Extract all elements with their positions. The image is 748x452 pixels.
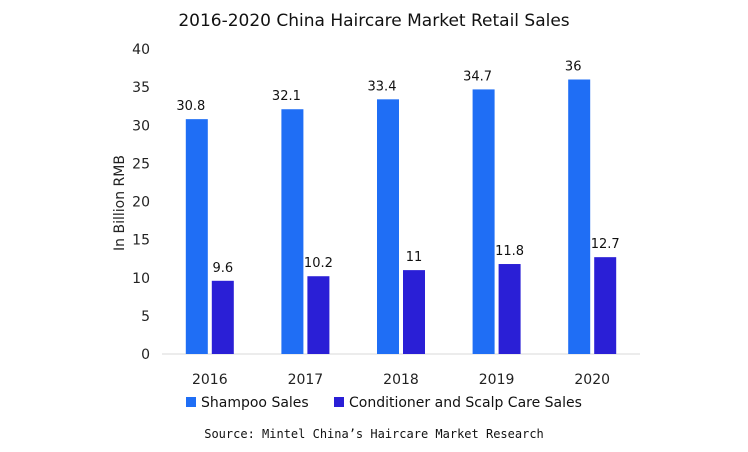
- bar-shampoo-2017: [281, 109, 304, 354]
- y-tick-label: 25: [132, 156, 150, 172]
- bar-conditioner-2016: [211, 280, 234, 354]
- legend-label-conditioner: Conditioner and Scalp Care Sales: [349, 395, 582, 411]
- data-label-conditioner-2018: 11: [406, 250, 423, 265]
- x-axis: 2016 2017 2018 2019 2020: [192, 372, 610, 388]
- bar-conditioner-2018: [403, 270, 425, 354]
- data-label-conditioner-2017: 10.2: [304, 256, 333, 271]
- data-label-shampoo-2019: 34.7: [463, 69, 492, 84]
- bar-conditioner-2019: [498, 264, 521, 354]
- y-tick-label: 10: [132, 271, 150, 287]
- y-tick-label: 0: [141, 347, 150, 363]
- legend: Shampoo Sales Conditioner and Scalp Care…: [186, 395, 582, 411]
- x-tick-label-2017: 2017: [288, 372, 324, 388]
- y-tick-label: 30: [132, 118, 150, 134]
- data-label-shampoo-2017: 32.1: [272, 89, 301, 104]
- source-note: Source: Mintel China’s Haircare Market R…: [204, 427, 544, 441]
- bar-conditioner-2017: [307, 276, 330, 354]
- y-tick-label: 5: [141, 309, 150, 325]
- x-tick-label-2019: 2019: [479, 372, 515, 388]
- y-axis: 0 5 10 15 20 25 30 35 40: [132, 42, 150, 363]
- data-label-conditioner-2019: 11.8: [495, 244, 524, 259]
- data-label-shampoo-2020: 36: [565, 60, 582, 75]
- legend-swatch-shampoo: [186, 397, 196, 407]
- bar-shampoo-2018: [377, 99, 399, 354]
- bar-shampoo-2019: [472, 89, 495, 354]
- y-axis-title: In Billion RMB: [112, 155, 128, 251]
- x-tick-label-2018: 2018: [383, 372, 419, 388]
- data-labels-group: 30.8 9.6 32.1 10.2 33.4 11 34.7 11.8 36 12.7: [176, 60, 619, 276]
- y-tick-label: 35: [132, 80, 150, 96]
- y-tick-label: 15: [132, 233, 150, 249]
- bars-group: [185, 79, 617, 355]
- y-tick-label: 40: [132, 42, 150, 58]
- chart-title: 2016-2020 China Haircare Market Retail S…: [178, 11, 569, 31]
- bar-shampoo-2016: [185, 119, 208, 355]
- x-tick-label-2016: 2016: [192, 372, 228, 388]
- y-tick-label: 20: [132, 195, 150, 211]
- bar-shampoo-2020: [568, 79, 591, 354]
- x-tick-label-2020: 2020: [574, 372, 610, 388]
- bar-conditioner-2020: [594, 257, 617, 354]
- data-label-conditioner-2016: 9.6: [212, 261, 233, 276]
- legend-label-shampoo: Shampoo Sales: [201, 395, 309, 411]
- legend-swatch-conditioner: [334, 397, 344, 407]
- data-label-shampoo-2016: 30.8: [176, 99, 205, 114]
- data-label-conditioner-2020: 12.7: [591, 237, 620, 252]
- data-label-shampoo-2018: 33.4: [368, 79, 397, 94]
